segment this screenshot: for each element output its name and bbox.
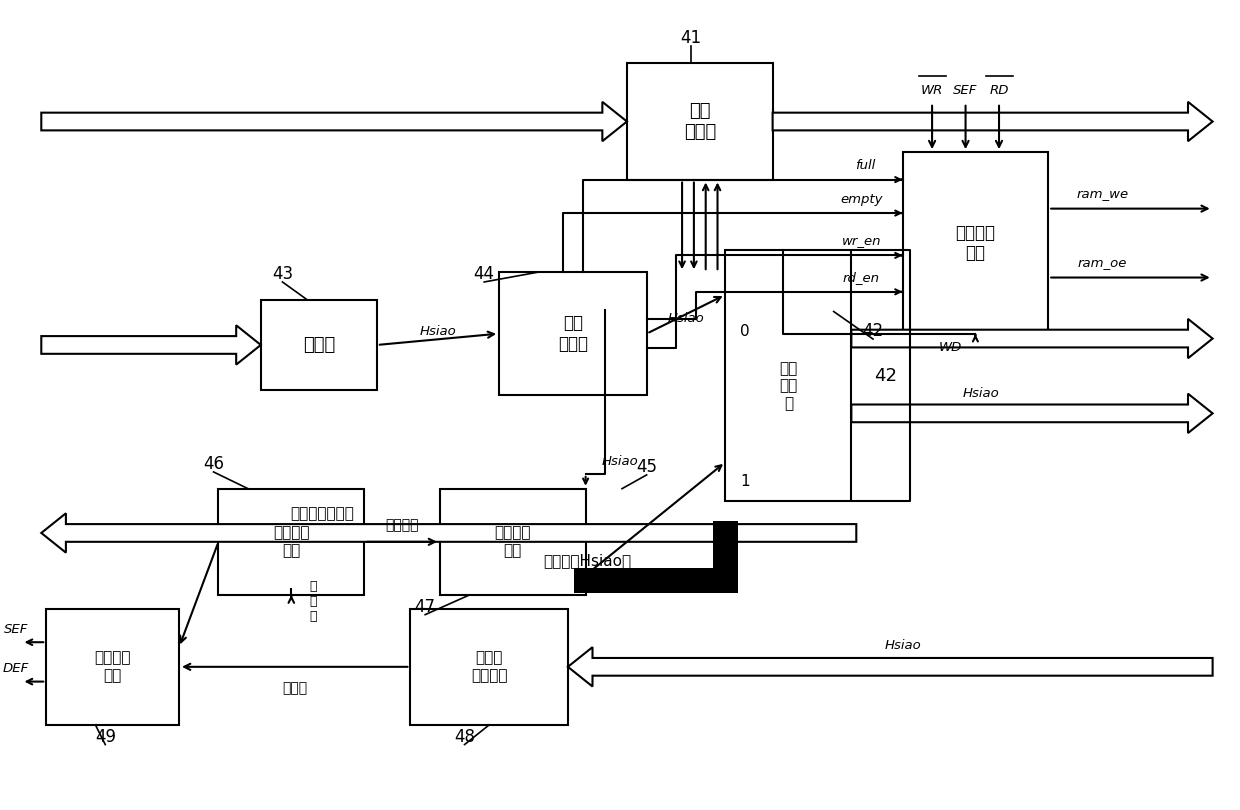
Text: 数据
选择
器: 数据 选择 器 xyxy=(779,361,797,411)
Text: 47: 47 xyxy=(414,598,435,616)
Text: Hsiao: Hsiao xyxy=(884,638,921,652)
Text: 读写控制
电路: 读写控制 电路 xyxy=(955,224,996,262)
Bar xyxy=(498,272,646,395)
Bar xyxy=(440,488,585,595)
Text: 数据
缓存器: 数据 缓存器 xyxy=(558,314,588,353)
Text: 43: 43 xyxy=(272,265,293,283)
Polygon shape xyxy=(852,319,1213,358)
Text: 错误纠正
模块: 错误纠正 模块 xyxy=(495,526,531,558)
Text: 48: 48 xyxy=(454,727,475,746)
Text: 49: 49 xyxy=(94,727,115,746)
Text: rd_en: rd_en xyxy=(843,271,879,284)
Bar xyxy=(46,609,179,725)
Polygon shape xyxy=(41,326,260,364)
Text: 46: 46 xyxy=(203,455,224,473)
Polygon shape xyxy=(41,102,627,141)
Text: 伴随式
生成模块: 伴随式 生成模块 xyxy=(471,650,507,683)
Text: 错误图样: 错误图样 xyxy=(386,518,419,532)
Text: 校
验
子: 校 验 子 xyxy=(309,580,316,624)
Bar xyxy=(627,63,773,180)
Text: DEF: DEF xyxy=(2,663,29,676)
Text: ram_oe: ram_oe xyxy=(1078,258,1127,271)
Text: Hsiao: Hsiao xyxy=(963,387,999,400)
Text: 44: 44 xyxy=(474,265,495,283)
Text: Hsiao: Hsiao xyxy=(667,313,704,326)
Bar xyxy=(260,300,377,390)
Text: 42: 42 xyxy=(863,322,884,340)
Text: Hsiao: Hsiao xyxy=(419,325,456,338)
Text: 校验子: 校验子 xyxy=(283,681,308,696)
Text: 错误标志
模块: 错误标志 模块 xyxy=(94,650,131,683)
Text: 纠正后的Hsiao码: 纠正后的Hsiao码 xyxy=(543,553,631,568)
Text: SEF: SEF xyxy=(954,83,978,96)
Text: 1: 1 xyxy=(740,475,750,489)
Text: 编码器: 编码器 xyxy=(303,336,335,354)
Text: 41: 41 xyxy=(681,29,702,47)
Text: 地址
缓存器: 地址 缓存器 xyxy=(683,102,715,141)
Polygon shape xyxy=(773,102,1213,141)
Text: ram_we: ram_we xyxy=(1076,189,1128,202)
Text: 42: 42 xyxy=(874,367,898,385)
Bar xyxy=(218,488,365,595)
Polygon shape xyxy=(852,394,1213,433)
Text: wr_en: wr_en xyxy=(842,235,880,248)
Text: RD: RD xyxy=(990,83,1009,96)
Bar xyxy=(903,152,1048,335)
Polygon shape xyxy=(568,647,1213,687)
Text: SEF: SEF xyxy=(4,623,29,636)
Text: 45: 45 xyxy=(636,458,657,476)
Text: Hsiao: Hsiao xyxy=(601,454,639,467)
Bar xyxy=(725,250,852,501)
Text: WR: WR xyxy=(921,83,944,96)
Text: full: full xyxy=(856,160,875,173)
Text: empty: empty xyxy=(839,193,883,206)
Text: 错误解码
模块: 错误解码 模块 xyxy=(273,526,310,558)
Polygon shape xyxy=(41,514,857,552)
Text: WD: WD xyxy=(939,341,962,355)
Bar xyxy=(410,609,568,725)
Text: 0: 0 xyxy=(740,324,750,339)
Text: 纠正后的数据码: 纠正后的数据码 xyxy=(290,505,353,521)
